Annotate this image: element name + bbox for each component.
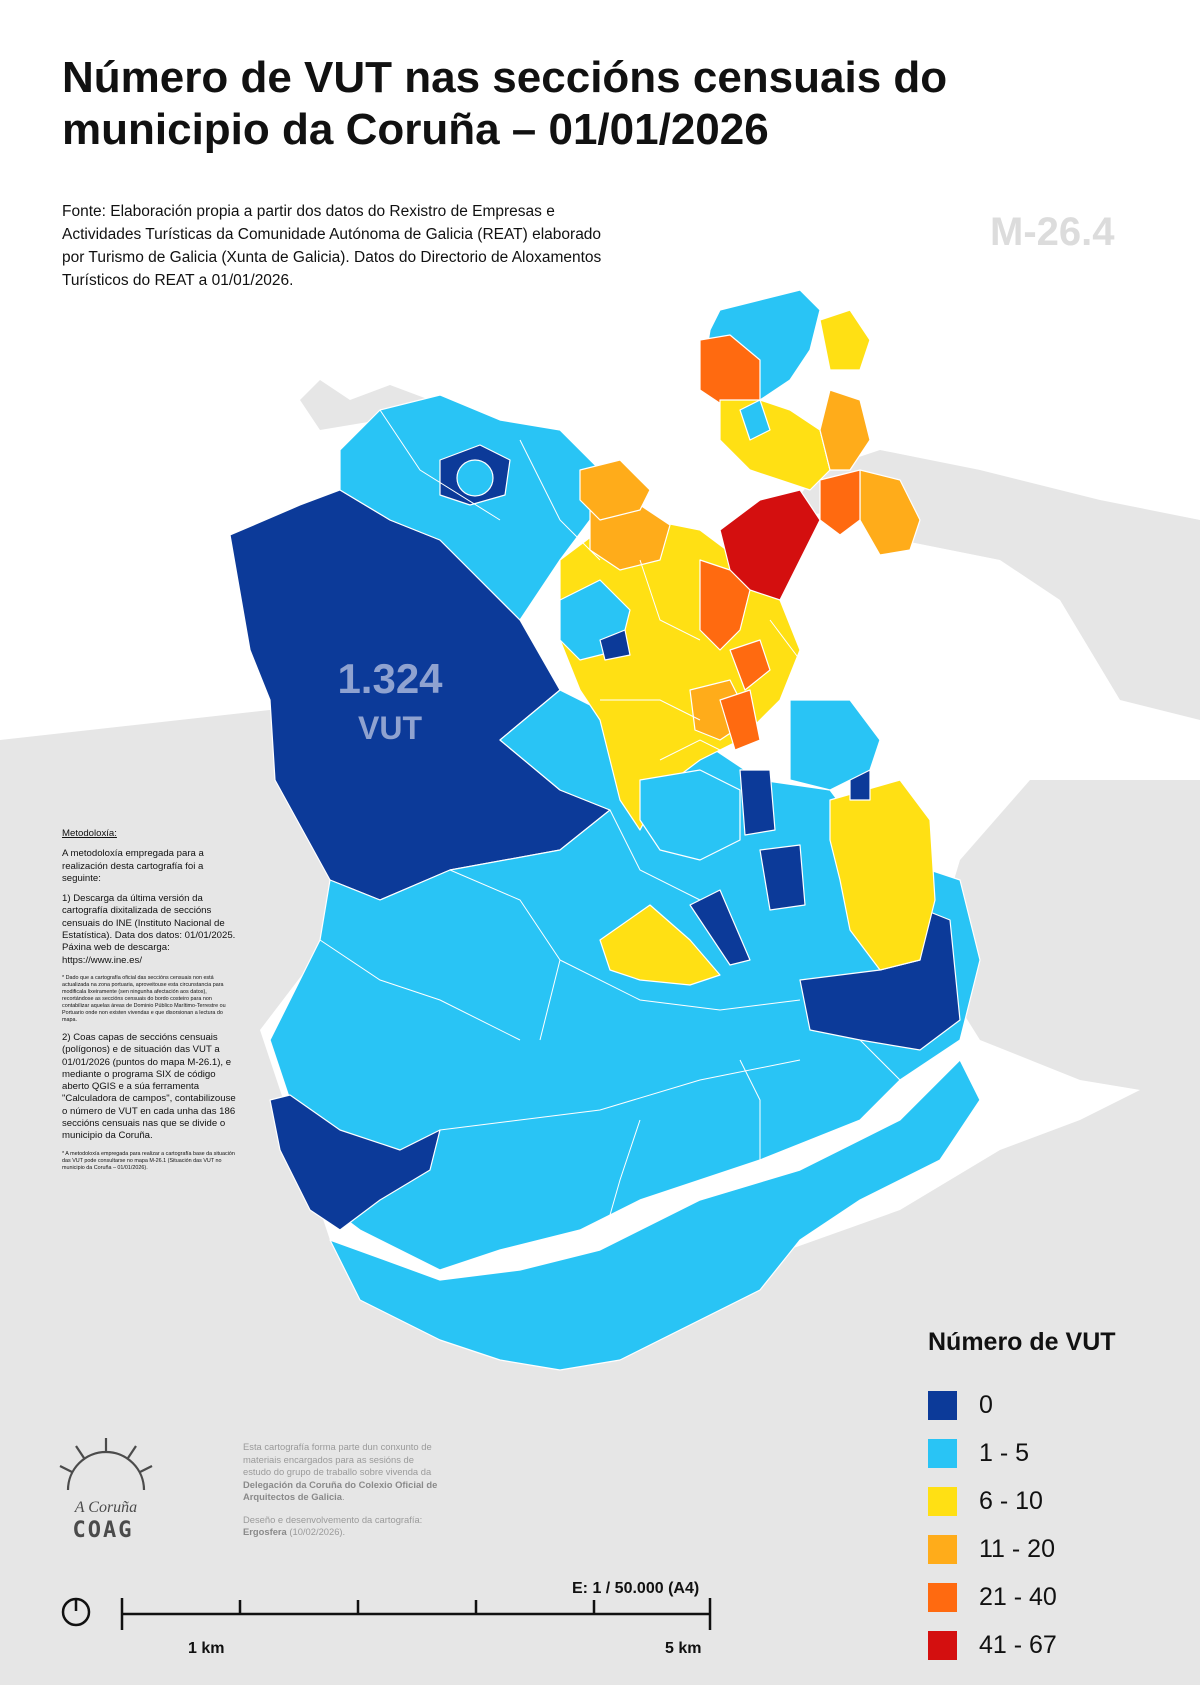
legend: Número de VUT 0 1 - 5 6 - 10 11 - 20 21 …: [928, 1328, 1158, 1669]
legend-title: Número de VUT: [928, 1328, 1116, 1356]
legend-swatch: [928, 1390, 957, 1420]
source-note: Fonte: Elaboración propia a partir dos d…: [62, 203, 602, 289]
port-outline: [789, 558, 962, 801]
north-arrow-icon: [61, 1597, 91, 1627]
scale-bar: [120, 1598, 712, 1630]
methodology-intro: A metodoloxía empregada para a realizaci…: [62, 848, 204, 884]
section-zero-b: [739, 769, 776, 836]
section-zero-d: [759, 844, 806, 911]
methodology-block: Metodoloxía: A metodoloxía empregada par…: [62, 828, 237, 1180]
page-title: Número de VUT nas seccións censuais do m…: [62, 53, 948, 154]
legend-swatch: [928, 1486, 957, 1516]
legend-label: 1 - 5: [979, 1438, 1030, 1467]
section-peninsula-yellow: [819, 309, 871, 371]
section-peninsula-orange-b: [819, 389, 871, 471]
section-blue-b: [639, 769, 741, 861]
section-yellow-south: [599, 904, 721, 986]
section-east-yellow: [829, 779, 936, 971]
section-borders: [319, 409, 901, 1251]
legend-swatch: [928, 1534, 957, 1564]
section-center-red-orange: [719, 689, 761, 751]
legend-item: 21 - 40: [928, 1573, 1158, 1621]
credits-text: Deseño e desenvolvemento da cartografía:: [243, 1513, 423, 1525]
legend-item: 11 - 20: [928, 1525, 1158, 1573]
section-southwest-zero: [269, 1094, 441, 1231]
credits-paragraph-1: Esta cartografía forma parte dun conxunt…: [243, 1441, 443, 1504]
legend-label: 0: [979, 1390, 993, 1419]
methodology-note-2: * A metodoloxía empregada para realizar …: [62, 1150, 235, 1171]
legend-item: 0: [928, 1381, 1158, 1429]
scale-ratio: E: 1 / 50.000 (A4): [572, 1580, 700, 1597]
census-sections: [229, 289, 981, 1371]
section-zero-a: [689, 889, 751, 966]
section-blue-c: [789, 699, 881, 791]
highlight-unit: VUT: [358, 710, 422, 746]
section-orange-mid: [729, 639, 771, 691]
legend-label: 11 - 20: [979, 1534, 1055, 1563]
coag-logo-script: A Coruña: [74, 1499, 137, 1516]
legend-swatch: [928, 1630, 957, 1660]
legend-swatch: [928, 1582, 957, 1612]
section-orange-west: [579, 459, 651, 521]
section-south: [329, 1059, 981, 1371]
credits-text: Esta cartografía forma parte dun conxunt…: [243, 1441, 432, 1477]
highlight-count: 1.324: [337, 655, 443, 702]
map-code: M-26.4: [990, 210, 1115, 254]
methodology-heading: Metodoloxía:: [62, 828, 117, 839]
legend-item: 6 - 10: [928, 1477, 1158, 1525]
credits-paragraph-2: Deseño e desenvolvemento da cartografía:…: [243, 1514, 443, 1539]
coag-logo-graphic: [59, 1438, 153, 1491]
section-red-orange-core: [699, 559, 751, 651]
methodology-step-1: 1) Descarga da última versión da cartogr…: [62, 893, 236, 966]
section-peninsula-yellow-b: [719, 399, 831, 491]
credits-bold: Delegación da Coruña do Colexio Oficial …: [243, 1478, 438, 1503]
section-zero-e: [599, 629, 631, 661]
scale-label-1km: 1 km: [188, 1640, 225, 1657]
legend-label: 41 - 67: [979, 1630, 1057, 1659]
methodology-note-1: * Dado que a cartografía oficial das sec…: [62, 974, 226, 1023]
section-northwest: [339, 394, 601, 621]
credits-bold: Ergosfera: [243, 1526, 287, 1537]
scale-label-5km: 5 km: [665, 1640, 702, 1657]
legend-label: 6 - 10: [979, 1486, 1043, 1515]
coag-logo-word: COAG: [72, 1518, 134, 1543]
credits-block: Esta cartografía forma parte dun conxunt…: [243, 1441, 443, 1549]
legend-label: 21 - 40: [979, 1582, 1057, 1611]
section-blue-d: [739, 399, 771, 441]
legend-swatch: [928, 1438, 957, 1468]
methodology-step-2: 2) Coas capas de seccións censuais (polí…: [62, 1031, 236, 1142]
legend-item: 1 - 5: [928, 1429, 1158, 1477]
credits-text: .: [342, 1491, 345, 1502]
section-east-coast-red-orange: [819, 469, 861, 536]
credits-text: (10/02/2026).: [286, 1526, 346, 1537]
legend-item: 41 - 67: [928, 1621, 1158, 1669]
